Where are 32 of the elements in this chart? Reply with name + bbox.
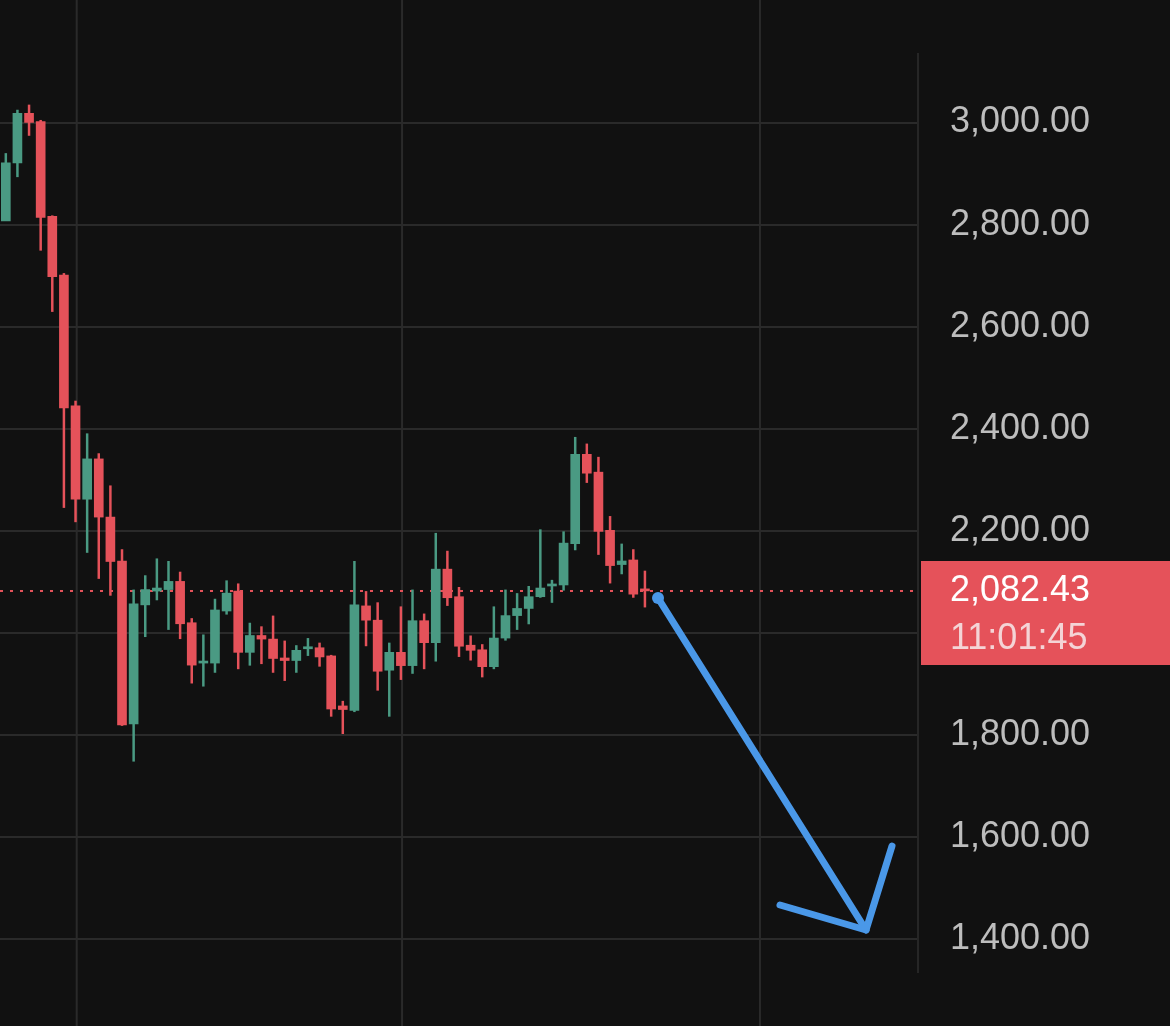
candlestick <box>465 634 476 662</box>
ref-line-label: 2,082.43 <box>950 567 1091 609</box>
candlestick <box>268 614 278 675</box>
candlestick <box>581 442 592 485</box>
candlestick <box>291 643 302 675</box>
candlestick <box>361 589 371 648</box>
y-tick-label: 1,600.00 <box>950 814 1091 856</box>
candlestick <box>616 542 627 576</box>
candlestick <box>140 574 151 639</box>
candlestick <box>163 559 174 632</box>
y-tick-label: 2,800.00 <box>950 201 1091 243</box>
candlestick <box>396 605 406 682</box>
candlestick <box>221 579 232 616</box>
candlestick <box>279 639 290 683</box>
candlestick <box>500 588 511 642</box>
candlestick <box>419 612 429 671</box>
candlestick <box>535 528 546 599</box>
y-tick-label: 2,400.00 <box>950 405 1091 447</box>
text: 11:01:45 <box>950 615 1088 657</box>
y-tick-label: 1,800.00 <box>950 711 1091 753</box>
candlestick <box>477 642 488 679</box>
candlestick <box>314 641 325 668</box>
candlestick <box>337 699 348 736</box>
candlestick <box>523 584 534 626</box>
y-tick-label: 1,400.00 <box>950 916 1091 958</box>
y-tick-label: 2,600.00 <box>950 303 1091 345</box>
candlestick <box>512 591 522 632</box>
candlestick <box>384 641 395 718</box>
candlestick <box>24 103 34 138</box>
candlestick <box>245 621 255 667</box>
y-tick-label: 3,000.00 <box>950 99 1091 141</box>
y-tick-label: 2,200.00 <box>950 507 1091 549</box>
